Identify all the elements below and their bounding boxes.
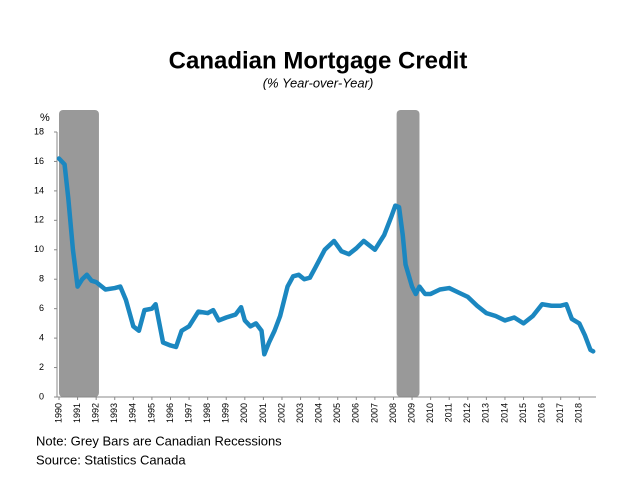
y-tick-label: 14 — [34, 185, 44, 195]
x-tick-label: 2000 — [239, 403, 249, 423]
y-tick-label: 18 — [34, 126, 44, 136]
y-tick-label: 2 — [39, 362, 44, 372]
chart-subtitle: (% Year-over-Year) — [263, 75, 374, 90]
x-tick-label: 1991 — [72, 403, 82, 423]
y-tick-label: 4 — [39, 332, 44, 342]
x-tick-label: 2008 — [388, 403, 398, 423]
x-tick-label: 1998 — [202, 403, 212, 423]
x-tick-label: 2006 — [351, 403, 361, 423]
x-tick-label: 1993 — [109, 403, 119, 423]
x-tick-label: 2002 — [276, 403, 286, 423]
y-tick-label: 0 — [39, 391, 44, 401]
x-tick-label: 1992 — [91, 403, 101, 423]
y-tick-label: 16 — [34, 156, 44, 166]
x-tick-label: 2007 — [369, 403, 379, 423]
x-tick-label: 2012 — [462, 403, 472, 423]
line-series — [56, 156, 596, 357]
y-axis-label: % — [40, 112, 50, 124]
x-tick-label: 2011 — [444, 403, 454, 422]
x-tick-label: 2013 — [481, 403, 491, 423]
x-tick-label: 2017 — [555, 403, 565, 423]
x-tick-label: 1996 — [165, 403, 175, 423]
x-tick-label: 1997 — [183, 403, 193, 423]
x-tick-label: 2010 — [425, 403, 435, 423]
x-tick-label: 2001 — [258, 403, 268, 423]
x-tick-label: 2004 — [314, 403, 324, 423]
x-tick-label: 1994 — [128, 403, 138, 423]
x-tick-label: 2014 — [499, 403, 509, 423]
recession-bar — [59, 110, 99, 397]
x-tick-label: 2005 — [332, 403, 342, 423]
chart-title: Canadian Mortgage Credit — [169, 47, 468, 74]
x-tick-label: 1995 — [146, 403, 156, 423]
recession-bar — [396, 110, 420, 397]
y-tick-label: 6 — [39, 303, 44, 313]
note: Note: Grey Bars are Canadian Recessions — [36, 433, 282, 448]
x-tick-label: 2016 — [536, 403, 546, 423]
x-tick-label: 1990 — [53, 403, 63, 423]
x-tick-label: 2003 — [295, 403, 305, 423]
x-tick-label: 2015 — [518, 403, 528, 423]
x-tick-label: 1999 — [221, 403, 231, 423]
x-tick-label: 2009 — [406, 403, 416, 423]
y-tick-label: 8 — [39, 274, 44, 284]
y-tick-label: 10 — [34, 244, 44, 254]
x-tick-label: 2018 — [574, 403, 584, 423]
source: Source: Statistics Canada — [36, 452, 186, 467]
y-tick-label: 12 — [34, 215, 44, 225]
